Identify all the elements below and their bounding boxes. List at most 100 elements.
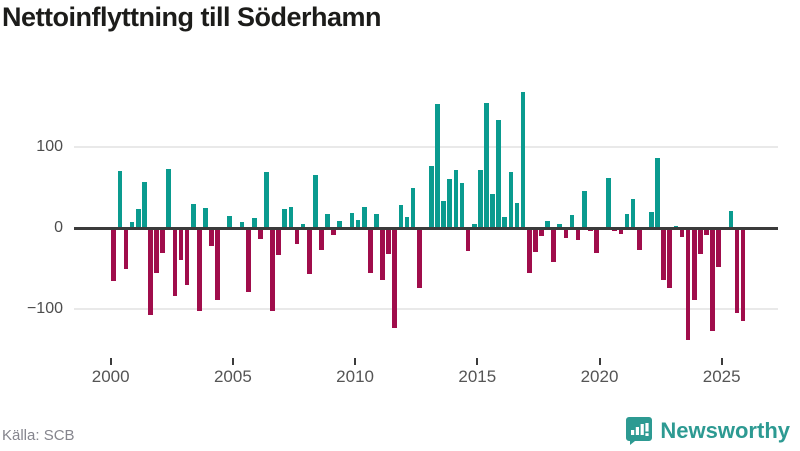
bar-2003-Q4 [203, 207, 208, 228]
bar-2018-Q2 [557, 223, 563, 228]
bar-2013-Q4 [447, 179, 453, 228]
bar-2021-Q2 [630, 198, 636, 228]
bar-2023-Q2 [679, 228, 685, 237]
x-axis-label-2010: 2010 [336, 367, 375, 386]
bar-2000-Q4 [129, 222, 135, 228]
bar-2024-Q4 [716, 228, 721, 268]
bar-2017-Q2 [532, 228, 538, 252]
bar-2017-Q1 [526, 228, 532, 273]
bar-2018-Q3 [563, 228, 569, 238]
x-tick-2015 [476, 358, 479, 365]
bar-2005-Q4 [251, 218, 257, 228]
bar-2019-Q2 [581, 191, 587, 228]
bar-2003-Q2 [190, 204, 196, 228]
zero-baseline [74, 226, 778, 230]
y-axis-label-100: 100 [36, 137, 63, 155]
bar-2015-Q3 [490, 193, 495, 228]
bar-2019-Q1 [575, 228, 581, 241]
bar-2015-Q2 [484, 102, 489, 228]
bar-2005-Q3 [245, 228, 251, 293]
newsworthy-speech-bubble-bar-chart-icon [625, 416, 653, 446]
bar-2022-Q1 [649, 211, 654, 228]
bar-2025-Q3 [734, 228, 740, 314]
bar-2010-Q3 [368, 228, 373, 273]
bar-2006-Q1 [258, 228, 263, 240]
chart-title: Nettoinflyttning till Söderhamn [2, 2, 381, 32]
x-axis-label-2025: 2025 [702, 367, 741, 386]
bar-2024-Q1 [697, 228, 703, 255]
bar-2013-Q2 [435, 104, 440, 228]
bar-2021-Q3 [636, 228, 642, 250]
bar-2011-Q3 [392, 228, 398, 329]
bar-2016-Q3 [514, 202, 520, 228]
bar-2014-Q4 [471, 223, 477, 228]
bar-2019-Q4 [594, 228, 599, 254]
bar-2016-Q2 [508, 171, 514, 228]
bar-2001-Q4 [154, 228, 159, 273]
x-axis-label-2020: 2020 [580, 367, 619, 386]
bar-2007-Q3 [294, 228, 300, 245]
bar-2003-Q1 [184, 228, 190, 285]
bar-2025-Q4 [740, 228, 746, 321]
bar-2011-Q4 [398, 205, 404, 228]
bar-2017-Q3 [539, 228, 544, 237]
x-axis-label-2015: 2015 [458, 367, 497, 386]
bar-2002-Q1 [160, 228, 165, 254]
bar-2010-Q4 [374, 214, 379, 228]
x-tick-2020 [598, 358, 601, 365]
bar-2009-Q1 [331, 228, 337, 235]
bar-2015-Q1 [478, 170, 483, 228]
x-tick-2025 [720, 358, 723, 365]
bar-2017-Q4 [545, 221, 550, 228]
bar-2006-Q4 [276, 228, 282, 255]
bar-2022-Q2 [655, 158, 660, 228]
bar-2024-Q3 [710, 228, 715, 332]
bar-2025-Q2 [728, 210, 734, 228]
bar-2002-Q4 [178, 228, 184, 260]
bar-2020-Q2 [606, 177, 611, 228]
bar-2001-Q1 [135, 209, 141, 228]
bar-2008-Q1 [306, 228, 312, 275]
bar-2004-Q1 [209, 228, 214, 246]
bar-2004-Q4 [227, 215, 233, 228]
bar-2002-Q2 [166, 168, 172, 228]
bar-2020-Q4 [618, 228, 624, 234]
bar-2011-Q1 [380, 228, 385, 281]
x-tick-2000 [109, 358, 112, 365]
x-tick-2005 [231, 358, 234, 365]
bar-2016-Q1 [502, 216, 508, 228]
newsworthy-wordmark: Newsworthy [660, 418, 790, 443]
source-caption: Källa: SCB [2, 427, 75, 444]
bar-2023-Q4 [691, 228, 697, 300]
y-gridline-100 [74, 145, 778, 148]
bar-2018-Q1 [551, 228, 556, 263]
bar-2021-Q1 [624, 214, 630, 228]
bar-2022-Q3 [661, 228, 666, 281]
bar-2003-Q3 [196, 228, 202, 311]
bar-2019-Q3 [587, 228, 593, 232]
bar-2015-Q4 [496, 119, 502, 228]
bar-2004-Q2 [215, 228, 220, 301]
bar-2020-Q3 [612, 228, 618, 232]
bar-2010-Q1 [355, 219, 361, 228]
bar-2009-Q4 [349, 213, 355, 228]
bar-2000-Q1 [111, 228, 117, 281]
bar-2014-Q2 [459, 183, 465, 228]
bar-2001-Q3 [148, 228, 153, 316]
newsworthy-logo-link[interactable]: Newsworthy [625, 416, 790, 446]
x-axis-label-2000: 2000 [91, 367, 130, 386]
bar-2012-Q3 [416, 228, 422, 289]
x-tick-2010 [354, 358, 357, 365]
bar-2016-Q4 [520, 92, 526, 228]
y-axis-label-0: 0 [54, 219, 63, 236]
bar-2000-Q3 [123, 228, 129, 269]
bar-2008-Q3 [319, 228, 324, 250]
bar-2006-Q2 [264, 171, 269, 228]
bar-2009-Q2 [337, 220, 343, 228]
bar-2006-Q3 [270, 228, 275, 311]
bar-2001-Q2 [141, 182, 147, 228]
bar-2012-Q2 [410, 188, 416, 228]
bar-2007-Q4 [300, 223, 306, 228]
bar-2002-Q3 [172, 228, 178, 297]
bar-2018-Q4 [569, 214, 575, 228]
